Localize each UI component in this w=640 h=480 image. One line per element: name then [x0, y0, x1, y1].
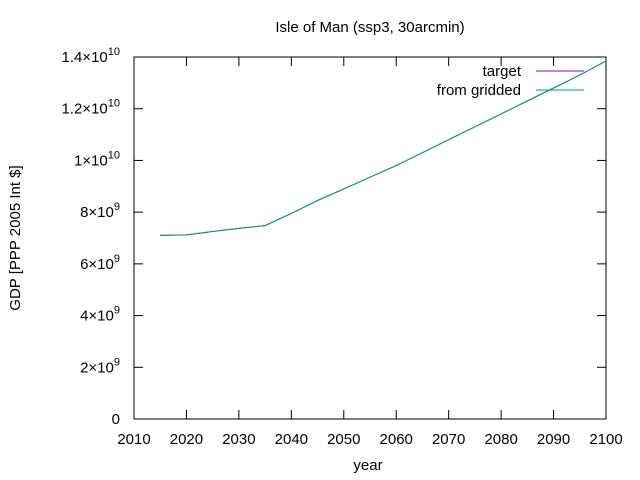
- y-tick-label: 2×109: [80, 356, 120, 376]
- series-line-1: [160, 60, 607, 236]
- y-tick-exponent: 10: [108, 98, 120, 110]
- y-tick-mantissa: 1.2×10: [61, 101, 107, 118]
- x-axis-label: year: [353, 457, 382, 474]
- legend-label: target: [483, 63, 522, 80]
- y-tick-label: 1.4×1010: [61, 46, 120, 66]
- plot-frame: [133, 56, 607, 420]
- y-tick-mantissa: 8×10: [80, 204, 114, 221]
- y-tick-mantissa: 1.4×10: [61, 49, 107, 66]
- y-tick-exponent: 9: [114, 305, 120, 317]
- y-tick-label: 6×109: [80, 253, 120, 273]
- y-tick-exponent: 9: [114, 356, 120, 368]
- y-tick-exponent: 10: [108, 149, 120, 161]
- x-axis: 2010 2020 2030 2040 2050 2060 2070 2080 2090 2100: [117, 57, 623, 448]
- x-tick-label: 2040: [275, 431, 308, 448]
- series-lines: [160, 60, 607, 236]
- series-line-0: [160, 60, 607, 236]
- x-tick-label: 2090: [537, 431, 570, 448]
- x-tick-label: 2050: [327, 431, 360, 448]
- chart-title: Isle of Man (ssp3, 30arcmin): [275, 19, 464, 36]
- y-tick-mantissa: 4×10: [80, 308, 114, 325]
- y-tick-exponent: 9: [114, 201, 120, 213]
- y-tick-mantissa: 0: [112, 411, 120, 428]
- y-tick-label: 1×1010: [74, 149, 120, 169]
- x-tick-label: 2020: [170, 431, 203, 448]
- y-tick-label: 8×109: [80, 201, 120, 221]
- x-tick-label: 2070: [432, 431, 465, 448]
- y-tick-label: 1.2×1010: [61, 98, 120, 118]
- y-tick-mantissa: 1×10: [74, 152, 108, 169]
- y-tick-exponent: 10: [108, 46, 120, 58]
- y-tick-mantissa: 2×10: [80, 359, 114, 376]
- y-tick-label: 0: [112, 411, 120, 428]
- x-tick-label: 2080: [484, 431, 517, 448]
- x-tick-label: 2030: [222, 431, 255, 448]
- legend: target from gridded: [437, 63, 584, 99]
- y-tick-label: 4×109: [80, 305, 120, 325]
- x-tick-label: 2060: [380, 431, 413, 448]
- x-tick-label: 2100: [589, 431, 622, 448]
- legend-label: from gridded: [437, 82, 521, 99]
- y-tick-mantissa: 6×10: [80, 256, 114, 273]
- y-tick-exponent: 9: [114, 253, 120, 265]
- x-tick-label: 2010: [117, 431, 150, 448]
- y-axis-label: GDP [PPP 2005 Int $]: [7, 165, 24, 310]
- y-axis: 02×1094×1096×1098×1091×10101.2×10101.4×1…: [61, 46, 606, 428]
